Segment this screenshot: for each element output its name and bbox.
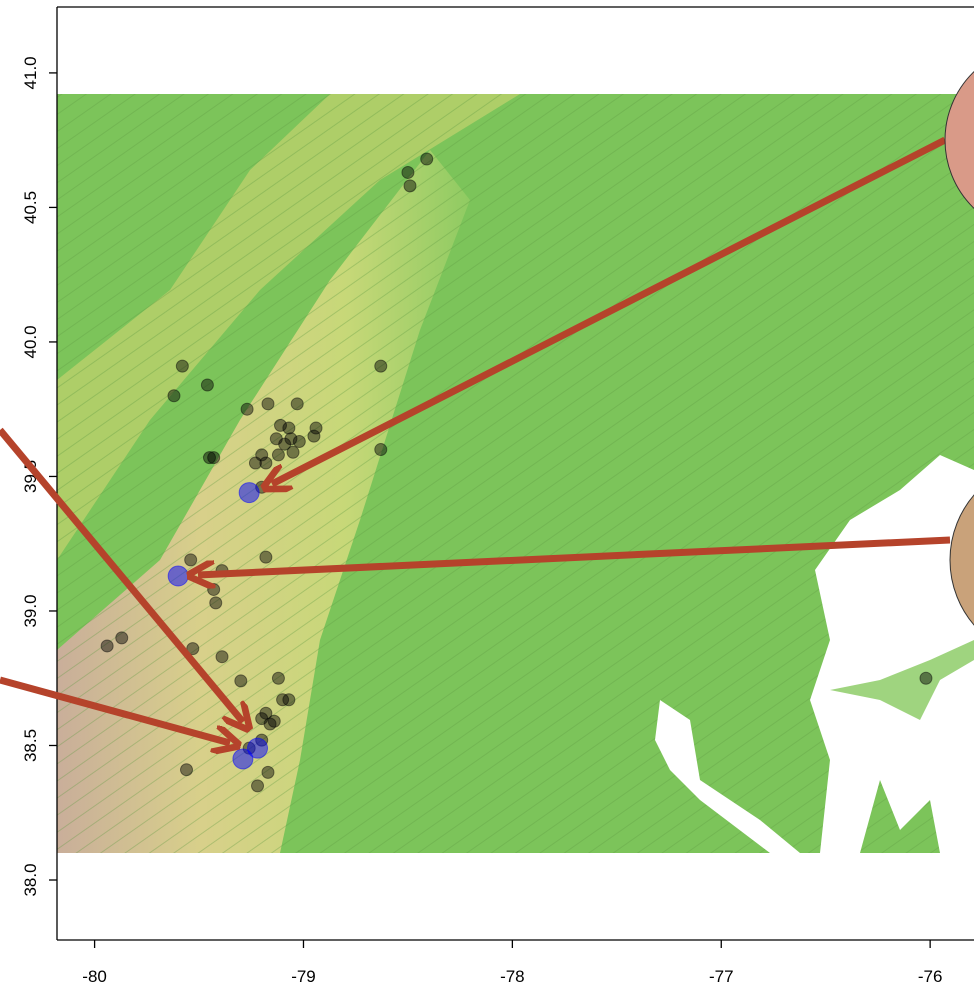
point bbox=[185, 554, 197, 566]
map-plot: 41.040.540.039.539.038.538.0-80-79-78-77… bbox=[0, 0, 974, 990]
point bbox=[181, 764, 193, 776]
point bbox=[272, 672, 284, 684]
point bbox=[920, 672, 932, 684]
x-tick-label: -79 bbox=[291, 967, 316, 986]
point bbox=[235, 675, 247, 687]
point bbox=[176, 360, 188, 372]
x-tick-label: -76 bbox=[918, 967, 943, 986]
point bbox=[116, 632, 128, 644]
x-tick-label: -78 bbox=[500, 967, 525, 986]
point bbox=[272, 449, 284, 461]
y-tick-label: 40.0 bbox=[21, 325, 40, 358]
point bbox=[260, 551, 272, 563]
point bbox=[287, 446, 299, 458]
y-tick-label: 38.0 bbox=[21, 863, 40, 896]
y-tick-label: 38.5 bbox=[21, 729, 40, 762]
y-tick-label: 40.5 bbox=[21, 191, 40, 224]
point bbox=[239, 483, 259, 503]
point bbox=[216, 651, 228, 663]
point bbox=[375, 444, 387, 456]
point bbox=[262, 398, 274, 410]
point bbox=[293, 435, 305, 447]
point bbox=[208, 452, 220, 464]
point bbox=[308, 430, 320, 442]
y-tick-label: 39.0 bbox=[21, 594, 40, 627]
point bbox=[101, 640, 113, 652]
point bbox=[283, 422, 295, 434]
point bbox=[233, 749, 253, 769]
point bbox=[404, 180, 416, 192]
point bbox=[421, 153, 433, 165]
point bbox=[241, 403, 253, 415]
point bbox=[291, 398, 303, 410]
point bbox=[252, 780, 264, 792]
point bbox=[210, 597, 222, 609]
point bbox=[208, 583, 220, 595]
x-tick-label: -77 bbox=[709, 967, 734, 986]
x-tick-label: -80 bbox=[82, 967, 107, 986]
point bbox=[375, 360, 387, 372]
point bbox=[260, 457, 272, 469]
point bbox=[262, 766, 274, 778]
point bbox=[402, 166, 414, 178]
terrain bbox=[57, 94, 974, 853]
point bbox=[283, 694, 295, 706]
point bbox=[168, 390, 180, 402]
y-tick-label: 41.0 bbox=[21, 56, 40, 89]
point bbox=[168, 566, 188, 586]
point bbox=[201, 379, 213, 391]
point bbox=[268, 715, 280, 727]
